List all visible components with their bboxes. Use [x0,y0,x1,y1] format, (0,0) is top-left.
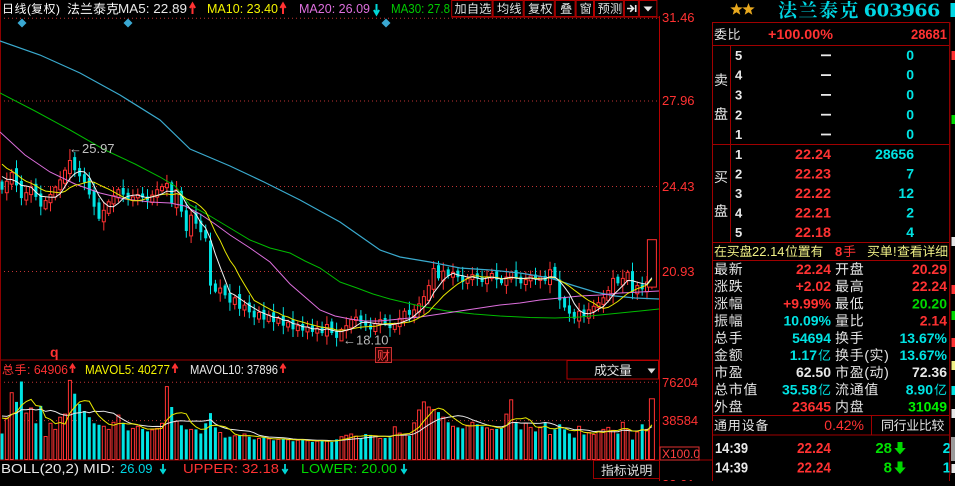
svg-text:24.43: 24.43 [662,179,695,194]
svg-text:+100.00%: +100.00% [768,26,834,42]
svg-text:22.14: 22.14 [752,244,785,259]
svg-text:2: 2 [735,166,742,181]
svg-text:2.14: 2.14 [920,313,947,329]
svg-text:31049: 31049 [908,399,947,415]
svg-text:0: 0 [906,126,914,142]
svg-text:): ) [56,2,60,16]
svg-text:38584: 38584 [662,413,698,428]
svg-text:+2.02: +2.02 [796,278,832,294]
svg-text:): ) [884,347,889,363]
svg-text:5: 5 [735,48,742,63]
svg-text:0: 0 [906,106,914,122]
svg-text:: 64906: : 64906 [27,362,68,377]
svg-text:MA20: 26.09: MA20: 26.09 [299,1,370,16]
svg-text:MAVOL10: 37896: MAVOL10: 37896 [190,362,278,377]
svg-text:22.21: 22.21 [795,205,831,221]
svg-text:2: 2 [735,107,742,122]
svg-text:←25.97: ←25.97 [69,141,115,156]
svg-text:28: 28 [875,440,892,457]
svg-text:54694: 54694 [792,330,831,346]
svg-text:20.29: 20.29 [912,261,947,277]
svg-text:22.24: 22.24 [797,460,832,477]
svg-text:10.09%: 10.09% [784,313,832,329]
svg-text:603966: 603966 [864,0,940,22]
svg-text:28656: 28656 [875,146,914,162]
svg-text:27.96: 27.96 [662,93,695,108]
svg-text:2: 2 [906,205,914,221]
svg-text:X100.0: X100.0 [662,447,700,461]
svg-text:MAVOL5: 40277: MAVOL5: 40277 [85,362,170,377]
svg-text:12: 12 [898,185,914,201]
svg-text:13.67%: 13.67% [900,347,948,363]
svg-text:0.42%: 0.42% [824,417,864,433]
svg-text:8.90: 8.90 [906,381,933,397]
svg-text:72.36: 72.36 [912,364,947,380]
svg-text:76204: 76204 [662,375,698,390]
svg-text:+9.99%: +9.99% [783,295,831,311]
svg-text:22.24: 22.24 [795,146,831,162]
svg-text:22.18: 22.18 [795,224,831,240]
svg-text:(: ( [864,347,869,363]
svg-text:MA30: 27.8: MA30: 27.8 [391,1,450,16]
svg-text:1.17: 1.17 [790,347,817,363]
svg-text:20.93: 20.93 [662,264,695,279]
svg-text:0: 0 [906,87,914,103]
svg-text:22.01: 22.01 [662,477,695,481]
svg-text:35.58: 35.58 [782,381,817,397]
svg-text:!: ! [893,244,897,259]
svg-text:13.67%: 13.67% [900,330,948,346]
svg-text:3: 3 [735,88,742,103]
svg-text:22.23: 22.23 [795,165,831,181]
svg-text:31.46: 31.46 [662,10,695,25]
svg-text:(: ( [27,2,31,16]
svg-text:BOLL(20,2) MID:: BOLL(20,2) MID: [1,461,115,476]
svg-text:1: 1 [735,147,742,162]
svg-text:22.24: 22.24 [797,440,832,457]
svg-text:MA5: 22.89: MA5: 22.89 [118,1,187,16]
svg-text:14:39: 14:39 [715,460,748,477]
svg-text:26.09: 26.09 [120,461,153,476]
svg-text:5: 5 [735,225,742,240]
svg-text:7: 7 [906,165,914,181]
svg-text:←18.10: ←18.10 [343,333,389,348]
svg-text:UPPER: 32.18: UPPER: 32.18 [183,461,279,476]
svg-text:23645: 23645 [792,399,831,415]
svg-text:22.24: 22.24 [796,261,831,277]
svg-text:MA10: 23.40: MA10: 23.40 [207,1,278,16]
svg-text:4: 4 [906,224,914,240]
svg-text:0: 0 [906,47,914,63]
svg-text:22.24: 22.24 [912,278,947,294]
svg-text:LOWER: 20.00: LOWER: 20.00 [301,461,397,476]
svg-text:14:39: 14:39 [715,440,748,457]
svg-text:3: 3 [735,186,742,201]
svg-text:4: 4 [735,206,743,221]
svg-text:0: 0 [906,67,914,83]
svg-text:1: 1 [735,127,742,142]
svg-text:(: ( [864,364,869,380]
svg-text:8: 8 [835,244,842,259]
svg-text:8: 8 [884,460,892,477]
svg-text:4: 4 [735,68,743,83]
svg-text:q: q [50,344,59,360]
svg-text:): ) [884,364,889,380]
svg-text:28681: 28681 [911,27,947,42]
svg-text:62.50: 62.50 [796,364,831,380]
svg-text:22.22: 22.22 [795,185,831,201]
svg-text:20.20: 20.20 [912,295,947,311]
